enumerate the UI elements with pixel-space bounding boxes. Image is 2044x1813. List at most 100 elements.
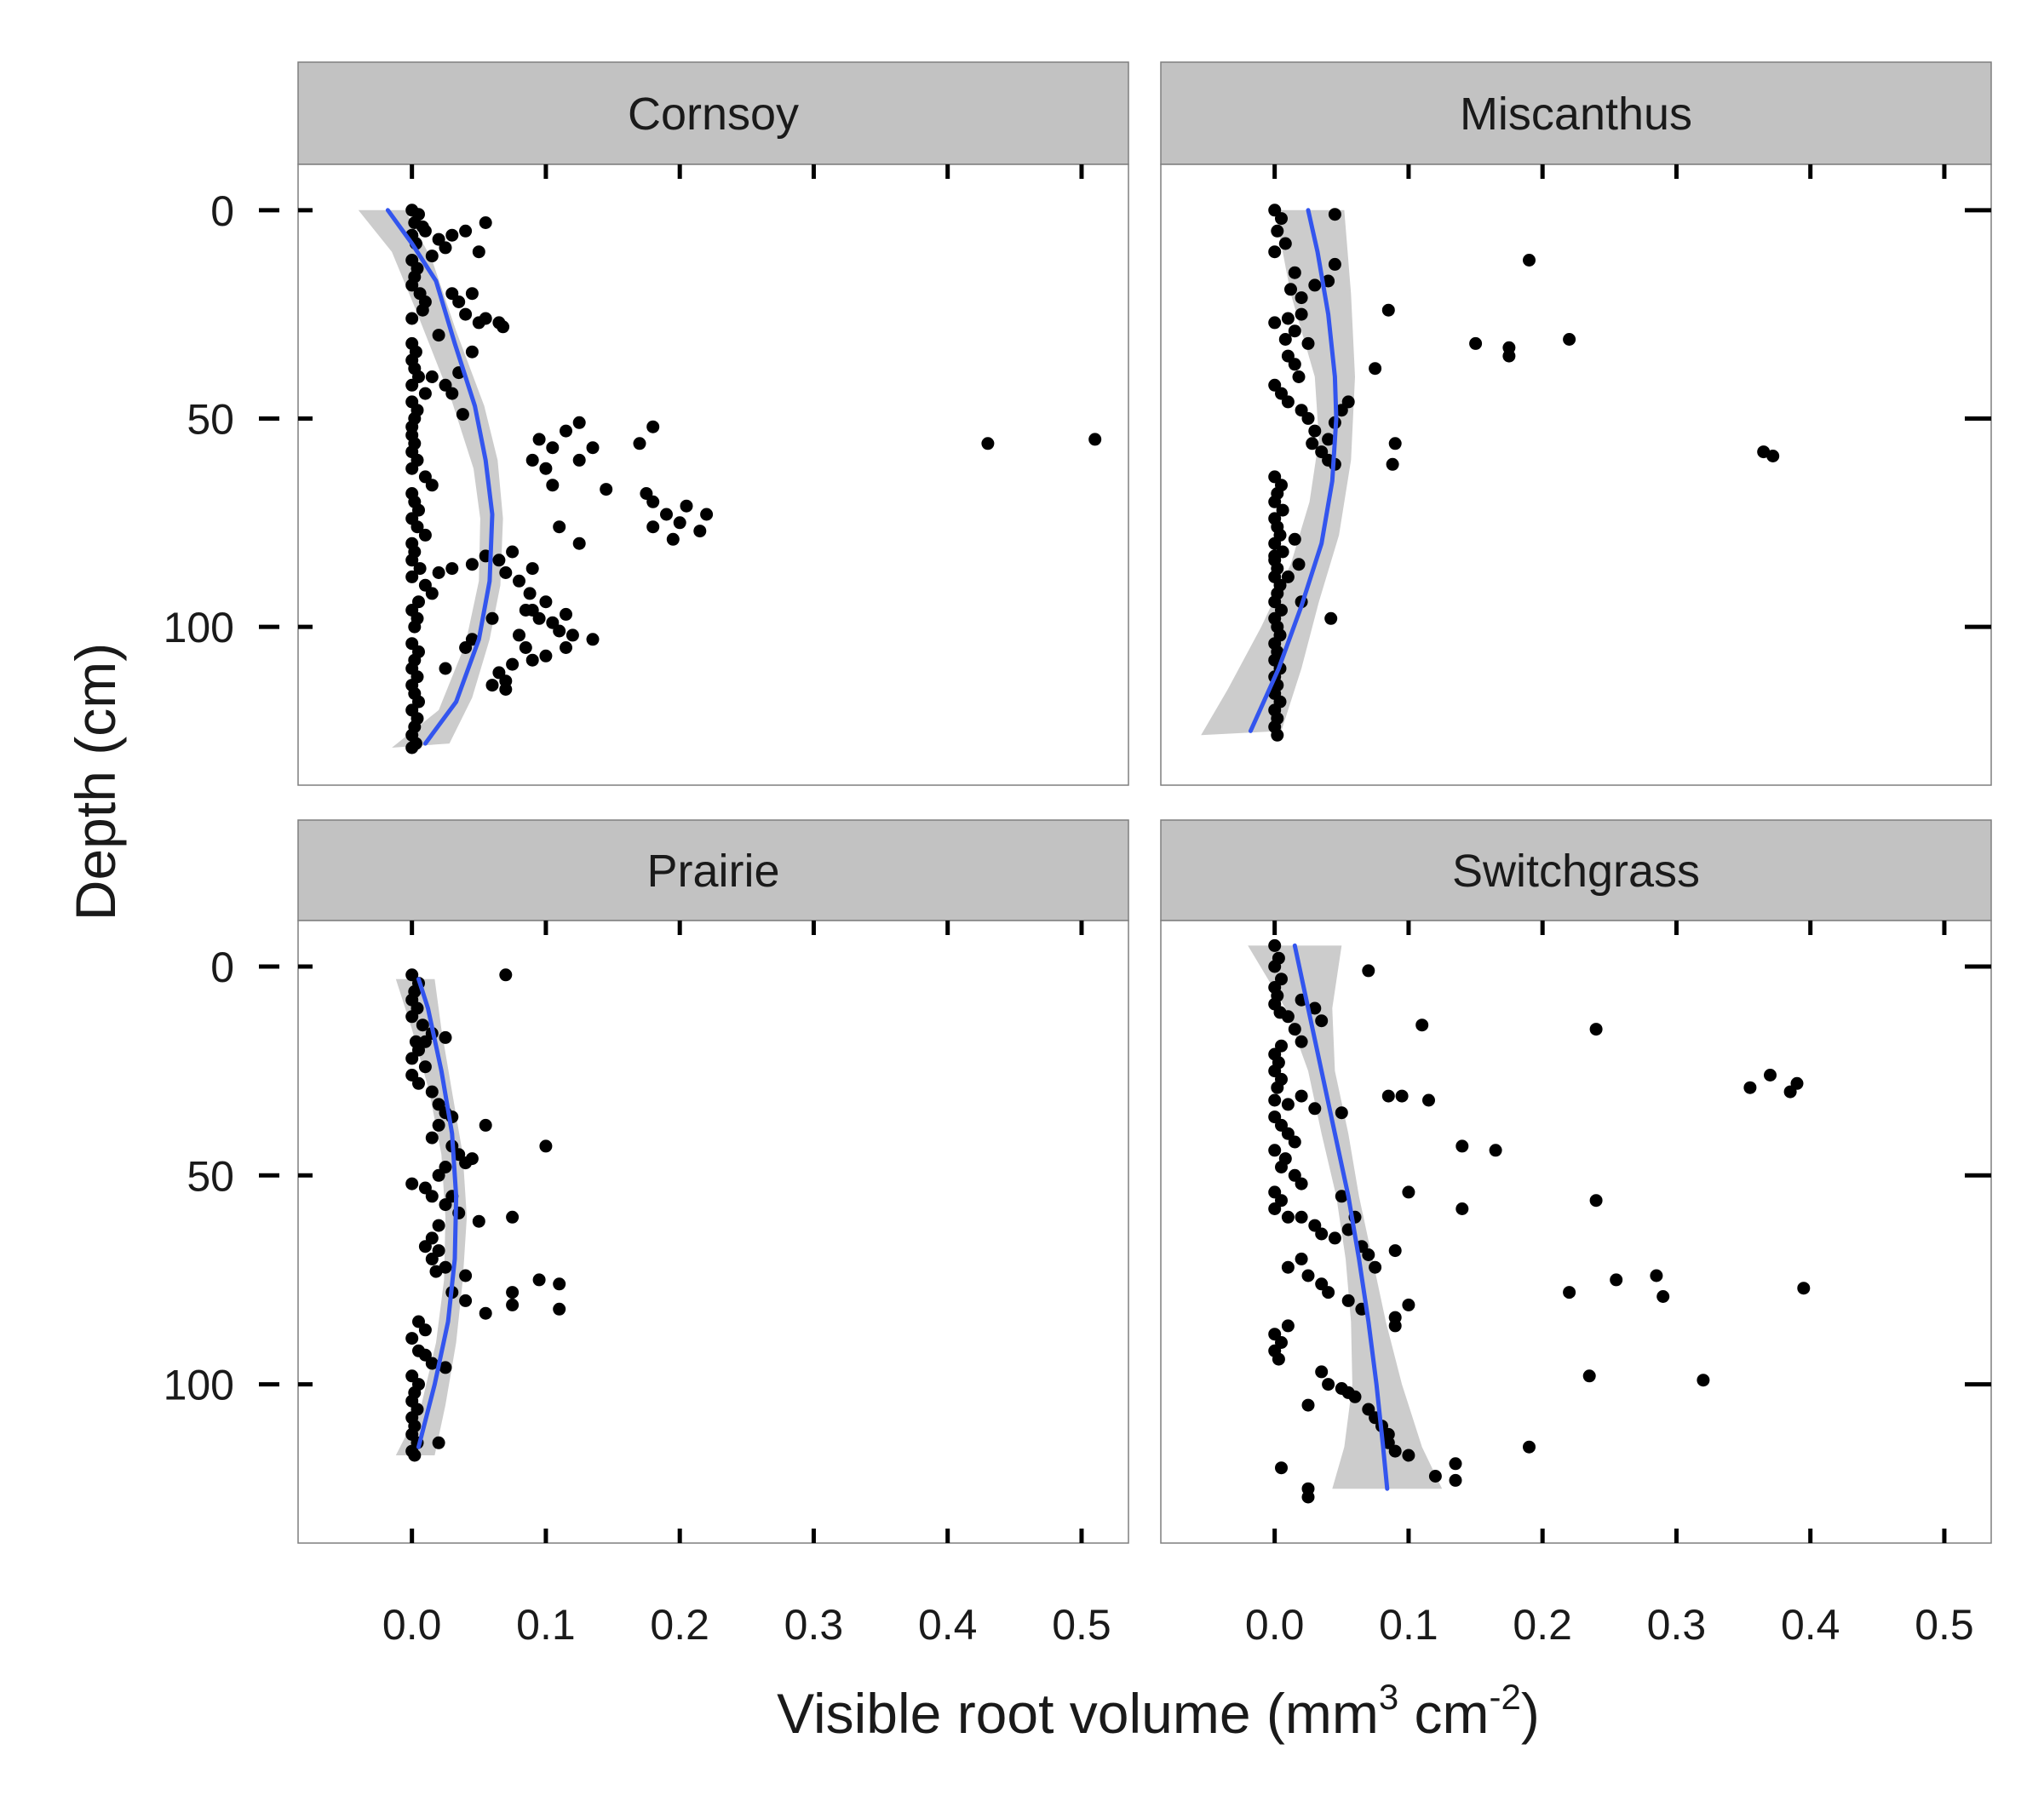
data-point [1295,291,1308,305]
panel-prairie: Prairie 0.0 0.1 0.2 0.3 0.4 0.5 0 50 100 [164,819,1129,1649]
data-point [412,1076,425,1090]
plot-area-cornsoy [298,164,1128,785]
data-point [560,641,572,654]
data-point [472,1214,485,1228]
data-point [418,1060,432,1074]
data-point [432,1118,445,1132]
data-point [465,345,479,359]
x-tick-label: 0.3 [784,1601,844,1649]
data-point [525,453,539,467]
data-point [1386,457,1399,471]
data-point [539,595,553,609]
data-point [1268,316,1282,330]
panel-border-prairie [297,920,1129,1544]
data-point [1582,1369,1596,1383]
data-point [405,378,419,392]
x-tick-label: 0.2 [650,1601,709,1649]
data-point [1276,503,1289,517]
data-point [479,1118,492,1132]
data-point [1335,1190,1348,1203]
data-point [1797,1282,1811,1295]
data-point [405,570,419,583]
data-point [1697,1374,1710,1387]
data-point [416,1018,429,1032]
data-point [680,499,693,513]
data-point [1335,1106,1348,1120]
data-point [472,245,485,259]
strip-switchgrass [1160,819,1992,921]
data-point [1455,1202,1469,1215]
data-point [1415,1018,1429,1032]
data-point [1278,333,1292,346]
data-point [1295,1177,1308,1190]
data-point [546,441,560,455]
data-point [1395,1089,1409,1103]
data-point [553,624,566,638]
data-point [1295,307,1308,321]
data-point [525,562,539,576]
points-switchgrass [1268,938,1811,1504]
data-point [1268,536,1282,550]
data-point [539,1139,553,1153]
data-point [432,329,445,342]
data-point [1315,1365,1329,1379]
data-point [485,611,499,625]
data-point [1281,312,1295,325]
data-point [1328,257,1341,271]
data-point [439,1198,452,1212]
data-point [673,516,686,530]
data-point [1271,1081,1284,1094]
data-point [405,462,419,475]
panel-miscanthus: Miscanthus [1160,61,1992,786]
confidence-ribbon-switchgrass [1248,945,1443,1489]
data-point [1589,1194,1603,1208]
y-axis-title: Depth (cm) [64,643,127,921]
data-point [1292,558,1306,571]
data-point [432,1436,445,1449]
data-point [1455,1139,1469,1153]
confidence-ribbon-cornsoy [358,209,503,749]
x-axis-title: Visible root volume (mm3 cm-2) [777,1677,1540,1745]
data-point [479,1306,492,1320]
data-point [1275,1461,1288,1475]
data-point [439,241,452,255]
data-point [465,558,479,571]
fit-line-prairie [416,977,459,1449]
data-point [506,1286,520,1300]
data-point [485,679,499,692]
data-point [1362,964,1375,978]
data-point [1301,411,1315,425]
data-point [646,520,660,534]
data-point [600,483,613,496]
data-point [432,1219,445,1232]
strip-miscanthus [1160,61,1992,165]
data-point [1271,224,1284,238]
data-point [1388,1319,1402,1333]
y-tick-label: 50 [187,1152,234,1200]
fit-line-miscanthus [1248,208,1339,733]
y-tick-label: 100 [164,1362,234,1409]
data-point [1281,1098,1295,1111]
data-point [1295,1035,1308,1048]
data-point [405,1177,419,1190]
data-point [439,1030,452,1044]
data-point [479,216,492,229]
data-point [1422,1093,1435,1107]
data-point [1088,433,1102,446]
data-point [1523,254,1536,267]
data-point [405,1052,419,1065]
strip-cornsoy [297,61,1129,165]
data-point [506,1210,520,1224]
data-point [418,387,432,400]
panel-switchgrass: Switchgrass 0.0 0.1 0.2 0.3 0.4 0.5 [1160,819,1992,1649]
data-point [1766,450,1780,462]
data-point [439,1361,452,1374]
data-point [1449,1457,1462,1471]
data-point [525,604,539,617]
data-point [506,657,520,671]
data-point [1322,1286,1335,1300]
data-point [425,1085,439,1099]
data-point [1281,1319,1295,1333]
data-point [1489,1144,1502,1157]
data-point [1308,278,1322,292]
